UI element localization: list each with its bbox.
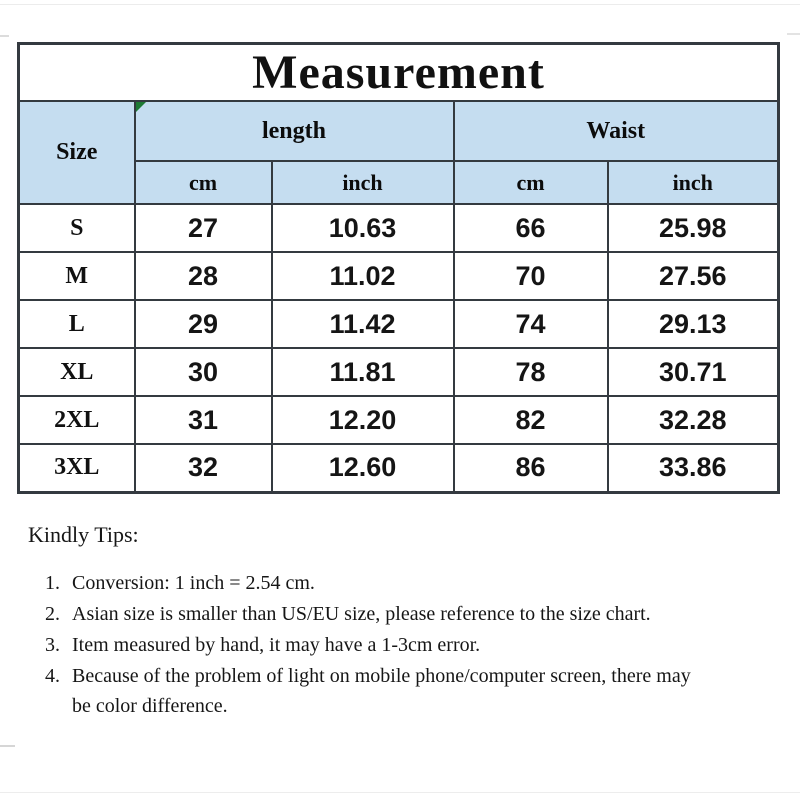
right-crop-mark <box>787 33 800 35</box>
unit-header-waist-inch: inch <box>606 160 780 205</box>
waist-cm-cell: 86 <box>452 443 609 493</box>
tip-text: Conversion: 1 inch = 2.54 cm. <box>72 572 315 594</box>
length-inch-cell: 11.02 <box>270 251 455 301</box>
waist-cm-cell: 78 <box>452 347 609 397</box>
table-row-s: S 27 10.63 66 25.98 <box>17 203 780 253</box>
tip-number: 3. <box>45 634 60 656</box>
tip-text: Item measured by hand, it may have a 1-3… <box>72 634 481 656</box>
tip-text: Because of the problem of light on mobil… <box>72 665 691 717</box>
unit-header-length-cm: cm <box>133 160 273 205</box>
size-cell: XL <box>17 347 136 397</box>
size-cell: S <box>17 203 136 253</box>
top-crop-line <box>0 4 800 5</box>
tip-item: 2. Asian size is smaller than US/EU size… <box>28 599 738 629</box>
length-cm-cell: 31 <box>133 395 273 445</box>
size-cell: M <box>17 251 136 301</box>
excel-comment-marker-icon <box>135 102 146 112</box>
waist-inch-cell: 29.13 <box>606 299 780 349</box>
tip-number: 2. <box>45 603 60 625</box>
length-inch-cell: 11.42 <box>270 299 455 349</box>
waist-inch-cell: 30.71 <box>606 347 780 397</box>
tips-list: 1. Conversion: 1 inch = 2.54 cm. 2. Asia… <box>28 568 738 721</box>
waist-inch-cell: 25.98 <box>606 203 780 253</box>
left-crop-mark <box>0 35 9 37</box>
table-title: Measurement <box>17 42 780 102</box>
kindly-tips-heading: Kindly Tips: <box>28 522 139 547</box>
waist-inch-cell: 27.56 <box>606 251 780 301</box>
measurement-table: Measurement Size length Waist cm inch cm… <box>17 42 780 494</box>
unit-header-waist-cm: cm <box>452 160 609 205</box>
tip-item: 1. Conversion: 1 inch = 2.54 cm. <box>28 568 738 598</box>
waist-cm-cell: 66 <box>452 203 609 253</box>
tip-number: 4. <box>45 665 60 687</box>
waist-inch-cell: 32.28 <box>606 395 780 445</box>
waist-inch-cell: 33.86 <box>606 443 780 493</box>
length-cm-cell: 29 <box>133 299 273 349</box>
table-row-xl: XL 30 11.81 78 30.71 <box>17 347 780 397</box>
unit-header-row: cm inch cm inch <box>19 160 780 205</box>
size-cell: 2XL <box>17 395 136 445</box>
table-row-m: M 28 11.02 70 27.56 <box>17 251 780 301</box>
waist-cm-cell: 74 <box>452 299 609 349</box>
tip-item: 3. Item measured by hand, it may have a … <box>28 630 738 660</box>
bottom-crop-mark <box>0 745 15 747</box>
bottom-crop-line <box>0 792 800 793</box>
group-header-length-label: length <box>261 117 326 144</box>
group-header-row: Size length Waist <box>17 100 780 205</box>
length-inch-cell: 11.81 <box>270 347 455 397</box>
length-cm-cell: 32 <box>133 443 273 493</box>
length-inch-cell: 10.63 <box>270 203 455 253</box>
group-header-waist: Waist <box>452 100 780 162</box>
group-header-length: length <box>133 100 455 162</box>
length-inch-cell: 12.20 <box>270 395 455 445</box>
length-cm-cell: 28 <box>133 251 273 301</box>
length-cm-cell: 27 <box>133 203 273 253</box>
table-row-3xl: 3XL 32 12.60 86 33.86 <box>17 443 780 493</box>
tip-text: Asian size is smaller than US/EU size, p… <box>72 603 651 625</box>
length-inch-cell: 12.60 <box>270 443 455 493</box>
length-cm-cell: 30 <box>133 347 273 397</box>
table-row-2xl: 2XL 31 12.20 82 32.28 <box>17 395 780 445</box>
title-row: Measurement <box>17 42 780 102</box>
size-cell: L <box>17 299 136 349</box>
tip-number: 1. <box>45 572 60 594</box>
kindly-tips-section: Kindly Tips: 1. Conversion: 1 inch = 2.5… <box>28 522 738 722</box>
unit-header-length-inch: inch <box>270 160 455 205</box>
table-row-l: L 29 11.42 74 29.13 <box>17 299 780 349</box>
size-cell: 3XL <box>17 443 136 493</box>
corner-header-size: Size <box>17 100 136 205</box>
tip-item: 4. Because of the problem of light on mo… <box>28 661 738 721</box>
waist-cm-cell: 70 <box>452 251 609 301</box>
waist-cm-cell: 82 <box>452 395 609 445</box>
